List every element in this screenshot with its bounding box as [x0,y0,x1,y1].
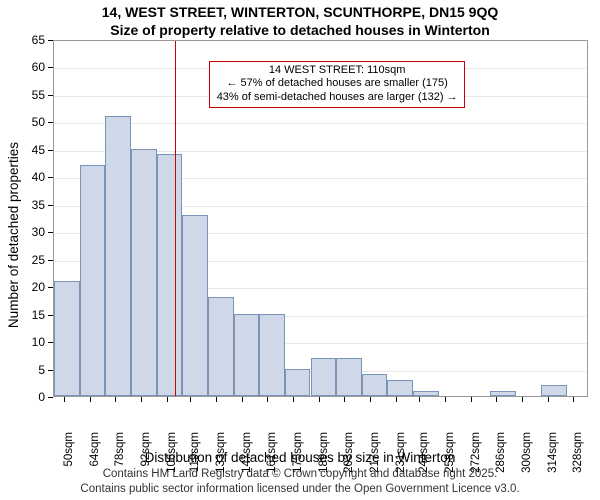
x-tick [141,397,142,402]
y-tick-label: 65 [0,33,45,47]
x-tick [548,397,549,402]
x-tick-label: 244sqm [418,432,430,482]
y-tick [48,232,53,233]
callout-line: ← 57% of detached houses are smaller (17… [214,77,460,91]
y-tick [48,397,53,398]
histogram-bar [311,358,337,396]
x-tick [522,397,523,402]
x-tick-label: 64sqm [89,432,101,482]
y-tick [48,40,53,41]
y-tick-label: 25 [0,253,45,267]
subject-property-line [175,41,176,396]
chart-title-line2: Size of property relative to detached ho… [0,22,600,38]
x-tick [319,397,320,402]
x-tick [573,397,574,402]
chart-title-line1: 14, WEST STREET, WINTERTON, SCUNTHORPE, … [0,4,600,20]
chart-plot-area: 14 WEST STREET: 110sqm← 57% of detached … [53,40,588,397]
x-tick [115,397,116,402]
x-tick-label: 272sqm [470,432,482,482]
y-gridline [54,123,587,124]
y-tick-label: 20 [0,280,45,294]
y-tick [48,67,53,68]
x-tick-label: 161sqm [266,432,278,482]
y-tick-label: 50 [0,115,45,129]
x-tick [370,397,371,402]
y-tick-label: 5 [0,363,45,377]
y-tick [48,122,53,123]
y-tick-label: 30 [0,225,45,239]
histogram-bar [285,369,311,396]
x-tick [445,397,446,402]
callout-box: 14 WEST STREET: 110sqm← 57% of detached … [209,61,465,108]
histogram-bar [182,215,208,396]
x-tick-label: 78sqm [114,432,126,482]
histogram-bar [234,314,260,396]
histogram-bar [80,165,106,396]
x-tick-label: 50sqm [63,432,75,482]
x-tick [471,397,472,402]
x-tick-label: 119sqm [189,432,201,482]
x-tick-label: 328sqm [572,432,584,482]
x-tick [242,397,243,402]
y-tick [48,95,53,96]
y-tick [48,150,53,151]
x-tick [167,397,168,402]
x-tick-label: 314sqm [547,432,559,482]
histogram-bar [157,154,183,396]
y-tick-label: 15 [0,308,45,322]
x-tick-label: 147sqm [241,432,253,482]
x-tick [293,397,294,402]
x-tick [396,397,397,402]
y-tick-label: 40 [0,170,45,184]
x-tick-label: 300sqm [521,432,533,482]
y-tick-label: 10 [0,335,45,349]
histogram-bar [131,149,157,396]
histogram-bar [208,297,234,396]
x-tick [419,397,420,402]
histogram-bar [259,314,285,396]
x-tick-label: 92sqm [140,432,152,482]
x-tick-label: 106sqm [166,432,178,482]
callout-line: 43% of semi-detached houses are larger (… [214,91,460,105]
x-tick-label: 258sqm [444,432,456,482]
x-tick [90,397,91,402]
x-tick-label: 133sqm [215,432,227,482]
histogram-bar [387,380,413,396]
x-tick [190,397,191,402]
y-tick-label: 45 [0,143,45,157]
y-tick-label: 55 [0,88,45,102]
y-tick [48,315,53,316]
y-tick [48,260,53,261]
x-tick-label: 189sqm [318,432,330,482]
histogram-bar [490,391,516,396]
y-tick-label: 0 [0,390,45,404]
x-tick-label: 231sqm [395,432,407,482]
x-tick [267,397,268,402]
y-tick [48,205,53,206]
histogram-bar [105,116,131,396]
y-tick [48,287,53,288]
histogram-bar [362,374,388,396]
histogram-bar [336,358,362,396]
property-size-histogram: 14, WEST STREET, WINTERTON, SCUNTHORPE, … [0,0,600,500]
x-tick [496,397,497,402]
histogram-bar [413,391,439,396]
x-tick-label: 175sqm [292,432,304,482]
x-tick-label: 203sqm [343,432,355,482]
callout-line: 14 WEST STREET: 110sqm [214,64,460,78]
x-tick-label: 286sqm [495,432,507,482]
footer-text-2: Contains public sector information licen… [0,483,600,495]
y-tick [48,370,53,371]
y-tick-label: 60 [0,60,45,74]
y-tick-label: 35 [0,198,45,212]
x-tick [64,397,65,402]
y-tick [48,177,53,178]
histogram-bar [541,385,567,396]
histogram-bar [54,281,80,396]
y-tick [48,342,53,343]
x-tick-label: 217sqm [369,432,381,482]
x-tick [216,397,217,402]
x-tick [344,397,345,402]
